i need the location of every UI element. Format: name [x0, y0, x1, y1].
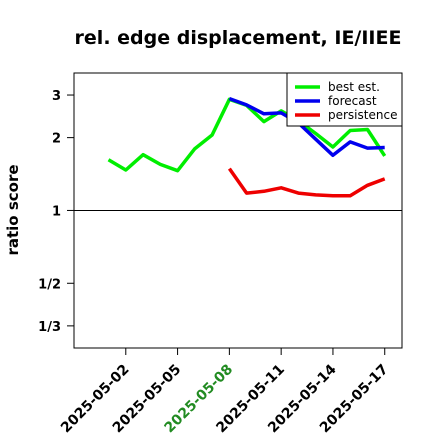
y-axis-label: ratio score — [4, 164, 22, 255]
legend-label: forecast — [328, 94, 377, 108]
legend-label: best est. — [328, 80, 380, 94]
series-line-persistence — [227, 167, 386, 198]
y-tick-label: 3 — [52, 89, 61, 104]
y-tick-label: 2 — [52, 132, 61, 147]
y-tick-label: 1/3 — [38, 320, 61, 335]
chart-title: rel. edge displacement, IE/IIEE — [75, 27, 402, 49]
y-tick-label: 1 — [52, 204, 61, 219]
series-line-forecast — [228, 96, 385, 158]
y-tick-label: 1/2 — [38, 277, 61, 292]
legend-label: persistence — [328, 108, 397, 122]
series-group — [107, 96, 387, 198]
y-axis: 3 2 1 1/2 1/3 — [38, 89, 74, 335]
x-axis: 2025-05-022025-05-052025-05-082025-05-11… — [58, 348, 392, 436]
